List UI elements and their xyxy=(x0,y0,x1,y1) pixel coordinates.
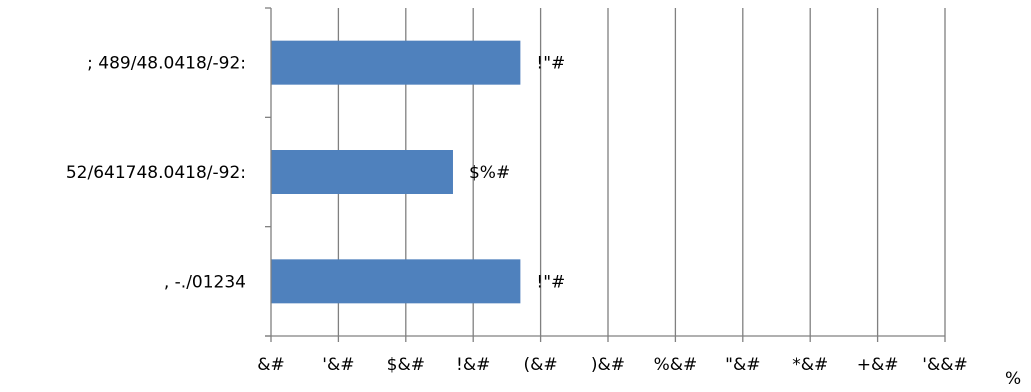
axes xyxy=(265,7,945,342)
bars xyxy=(271,40,521,304)
axis-corner-label: % xyxy=(1005,369,1021,389)
x-tick-label-1: '&# xyxy=(322,355,354,375)
category-label-0: ; 489/48.0418/-92: xyxy=(87,54,246,74)
x-tick-label-8: *&# xyxy=(792,355,828,375)
x-tick-label-6: %&# xyxy=(654,355,698,375)
bar-2 xyxy=(271,259,521,304)
labels: !"# ; 489/48.0418/-92: $%# 52/641748.0418/-… xyxy=(66,54,1021,389)
x-tick-label-5: )&# xyxy=(591,355,625,375)
data-label-0: !"# xyxy=(536,54,565,74)
x-tick-label-7: "&# xyxy=(725,355,760,375)
x-tick-label-10: '&&# xyxy=(922,355,967,375)
x-tick-label-0: &# xyxy=(257,355,285,375)
data-label-1: $%# xyxy=(469,163,510,183)
data-label-2: !"# xyxy=(536,272,565,292)
bar-1 xyxy=(271,150,453,194)
x-tick-label-2: $&# xyxy=(387,355,425,375)
x-tick-label-4: (&# xyxy=(524,355,558,375)
bar-0 xyxy=(271,40,521,85)
x-tick-label-9: +&# xyxy=(857,355,899,375)
category-label-1: 52/641748.0418/-92: xyxy=(66,163,246,183)
category-label-2: , -./01234 xyxy=(164,272,246,292)
x-tick-label-3: !&# xyxy=(456,355,490,375)
